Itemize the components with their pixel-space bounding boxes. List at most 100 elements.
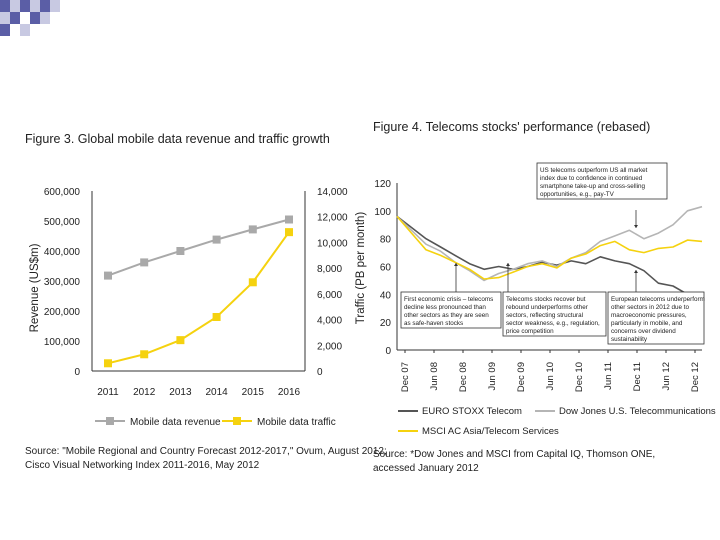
figure-3-point-revenue xyxy=(104,271,112,280)
corner-pattern-cell xyxy=(20,24,30,36)
figure-3-point-revenue xyxy=(176,247,185,255)
corner-pattern-cell xyxy=(0,0,10,12)
figure-3-line-traffic xyxy=(107,231,290,365)
corner-pattern-cell xyxy=(20,0,30,12)
figure-3-x-ticks: 2011 2012 2013 2014 2015 2016 xyxy=(97,387,300,398)
corner-pattern-cell xyxy=(30,24,40,36)
figure-3-point-traffic xyxy=(248,278,257,287)
annotation-text-line: sector weakness, e.g., regulation, xyxy=(506,320,600,327)
figure-4-annotation-first-crisis: First economic crisis – telecomsdecline … xyxy=(400,263,502,329)
figure-3-point-traffic xyxy=(176,336,185,345)
figure-4-x-tick-label: Dec 08 xyxy=(458,362,469,392)
figure-3-point-revenue xyxy=(140,258,149,267)
corner-pattern-cell xyxy=(30,12,40,24)
figure-3-point-traffic xyxy=(104,359,112,368)
figure-3-y-axis-label: Revenue (US$m) xyxy=(29,243,41,332)
annotation-text-line: First economic crisis – telecoms xyxy=(404,296,493,303)
figure-3-left-tick-label: 400,000 xyxy=(44,247,81,258)
annotation-text-line: sectors, reflecting structural xyxy=(506,312,583,319)
figure-3-title: Figure 3. Global mobile data revenue and… xyxy=(25,132,330,146)
figure-3-x-tick-label: 2015 xyxy=(242,387,265,398)
figure-4-line-eurostoxx xyxy=(396,215,703,300)
annotation-text-line: index due to confidence in continued xyxy=(540,175,643,182)
figure-3-left-tick-label: 600,000 xyxy=(44,187,81,198)
figure-3-line-revenue xyxy=(107,218,290,277)
legend-marker-traffic xyxy=(233,417,241,425)
figure-4-y-tick-label: 80 xyxy=(380,235,392,246)
figure-4-source: Source: *Dow Jones and MSCI from Capital… xyxy=(373,448,655,476)
figure-4-source-line-2: accessed January 2012 xyxy=(373,463,479,474)
figure-3-left-tick-label: 500,000 xyxy=(44,217,81,228)
figure-4-y-ticks: 0 20 40 60 80 100 120 xyxy=(374,179,391,357)
figure-4-x-tick-label: Jun 12 xyxy=(661,362,672,391)
corner-pattern-cell xyxy=(40,12,50,24)
annotation-box xyxy=(607,291,705,345)
figure-4-x-tick-label: Jun 09 xyxy=(487,362,498,391)
figure-3-right-tick-label: 8,000 xyxy=(317,264,342,275)
legend-label-msci: MSCI AC Asia/Telecom Services xyxy=(422,426,559,437)
figure-3-left-tick-label: 0 xyxy=(74,367,80,378)
figure-4-line-dowjones xyxy=(396,205,703,282)
corner-pattern-cell xyxy=(50,24,60,36)
annotation-text-line: US telecoms outperform US all market xyxy=(540,167,648,174)
corner-pattern-cell xyxy=(30,0,40,12)
annotation-text-line: price competition xyxy=(506,328,554,335)
corner-pattern-cell xyxy=(20,12,30,24)
annotation-text-line: opportunities, e.g., pay-TV xyxy=(540,191,615,198)
figure-4-y-tick-label: 100 xyxy=(374,207,391,218)
figure-3-x-tick-label: 2011 xyxy=(97,387,119,398)
figure-4-x-tick-label: Jun 08 xyxy=(429,362,440,391)
corner-pattern-cell xyxy=(10,0,20,12)
figure-4-line-msci xyxy=(396,215,703,280)
figure-3-right-axis-label: Traffic (PB per month) xyxy=(355,212,367,325)
slide-corner-pattern xyxy=(0,0,60,36)
figure-3-axes xyxy=(91,191,306,372)
figure-3-point-traffic xyxy=(140,350,149,359)
figure-3-x-tick-label: 2013 xyxy=(169,387,192,398)
figure-4-source-line-1: Source: *Dow Jones and MSCI from Capital… xyxy=(373,449,656,460)
corner-pattern-cell xyxy=(40,0,50,12)
figure-3-right-tick-label: 10,000 xyxy=(317,238,348,249)
figure-4-y-tick-label: 60 xyxy=(380,263,392,274)
figure-3-x-tick-label: 2016 xyxy=(278,387,301,398)
figure-4-x-tick-label: Dec 12 xyxy=(690,362,701,392)
figure-3-legend: Mobile data revenue Mobile data traffic xyxy=(95,417,336,428)
figure-4-y-tick-label: 0 xyxy=(385,346,391,357)
figure-4-y-tick-label: 40 xyxy=(380,290,392,301)
figure-3-point-revenue xyxy=(212,235,221,244)
figure-3-source-line-2: Cisco Visual Networking Index 2011-2016,… xyxy=(25,460,260,471)
annotation-text-line: concerns over dividend xyxy=(611,328,676,335)
figure-4-legend: EURO STOXX Telecom Dow Jones U.S. Teleco… xyxy=(398,406,716,437)
figure-4-y-tick-label: 20 xyxy=(380,318,392,329)
corner-pattern-cell xyxy=(10,12,20,24)
figure-3-right-tick-label: 12,000 xyxy=(317,213,348,224)
annotation-text-line: Telecoms stocks recover but xyxy=(506,296,586,303)
corner-pattern-cell xyxy=(50,12,60,24)
annotation-box xyxy=(400,291,502,329)
annotation-text-line: decline less pronounced than xyxy=(404,304,486,311)
figure-3-right-tick-label: 14,000 xyxy=(317,187,348,198)
annotation-arrowhead xyxy=(634,270,638,273)
figure-3-x-tick-label: 2012 xyxy=(133,387,156,398)
corner-pattern-cell xyxy=(10,24,20,36)
figure-3-right-tick-label: 0 xyxy=(317,367,323,378)
figure-3-point-revenue xyxy=(285,215,293,224)
figure-4-x-tick-label: Dec 11 xyxy=(632,362,643,391)
figure-4-x-ticks: Dec 07 Jun 08 Dec 08 Jun 09 Dec 09 Jun 10 Dec … xyxy=(400,350,701,392)
annotation-text-line: as safe-haven stocks xyxy=(404,320,463,327)
figure-3-x-tick-label: 2014 xyxy=(205,387,228,398)
figure-3-right-tick-label: 2,000 xyxy=(317,341,342,352)
figure-4-x-tick-label: Dec 09 xyxy=(516,362,527,392)
annotation-text-line: sustainability xyxy=(611,336,648,343)
annotation-arrowhead xyxy=(634,225,638,228)
annotation-text-line: other sectors in 2012 due to xyxy=(611,304,690,311)
figure-4-x-tick-label: Jun 10 xyxy=(545,362,556,391)
legend-label-revenue: Mobile data revenue xyxy=(130,417,221,428)
figure-4-y-tick-label: 120 xyxy=(374,179,391,190)
figure-3-source: Source: "Mobile Regional and Country For… xyxy=(25,445,387,473)
figure-3-point-traffic xyxy=(285,228,293,237)
